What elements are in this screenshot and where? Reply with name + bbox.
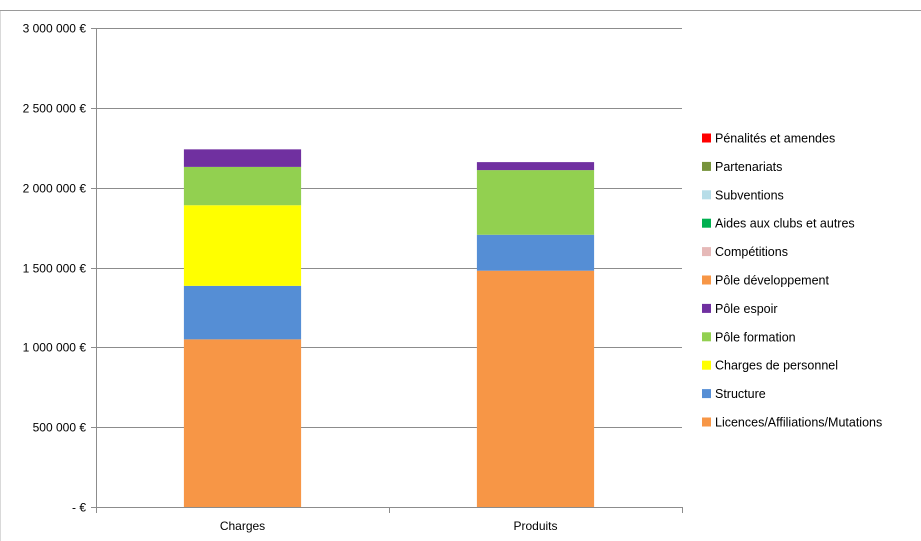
bars bbox=[183, 149, 595, 507]
legend-label: Partenariats bbox=[715, 160, 782, 174]
legend-label: Aides aux clubs et autres bbox=[715, 217, 855, 231]
bar-segment bbox=[183, 205, 302, 286]
y-tick-label: 500 000 € bbox=[33, 421, 87, 435]
legend: Pénalités et amendes Partenariats Subventi… bbox=[702, 132, 882, 430]
y-tick-label: 3 000 000 € bbox=[23, 22, 87, 36]
left-border bbox=[0, 11, 1, 541]
y-axis-ticks: - € 500 000 € 1 000 000 € 1 500 000 € 2 000 … bbox=[23, 22, 87, 515]
legend-label: Pénalités et amendes bbox=[715, 132, 835, 146]
legend-swatch bbox=[702, 303, 711, 313]
x-category-label: Charges bbox=[220, 519, 265, 533]
y-tick-label: - € bbox=[72, 501, 86, 515]
legend-label: Charges de personnel bbox=[715, 359, 838, 373]
legend-swatch bbox=[702, 275, 711, 285]
x-axis-ticks: Charges Produits bbox=[220, 519, 558, 533]
legend-label: Structure bbox=[715, 387, 766, 401]
legend-swatch bbox=[702, 218, 711, 228]
bar-segment bbox=[183, 285, 302, 340]
y-tick-label: 1 000 000 € bbox=[23, 341, 87, 355]
legend-swatch bbox=[702, 161, 711, 171]
legend-label: Licences/Affiliations/Mutations bbox=[715, 416, 882, 430]
legend-swatch bbox=[702, 389, 711, 399]
legend-swatch bbox=[702, 133, 711, 143]
bar-segment bbox=[183, 149, 302, 167]
y-tick-label: 2 000 000 € bbox=[23, 182, 87, 196]
bar-segment bbox=[476, 234, 595, 271]
legend-swatch bbox=[702, 360, 711, 370]
x-category-label: Produits bbox=[513, 519, 557, 533]
y-tick-label: 1 500 000 € bbox=[23, 262, 87, 276]
top-border bbox=[0, 10, 921, 11]
legend-swatch bbox=[702, 190, 711, 200]
bar-segment bbox=[476, 170, 595, 235]
legend-label: Pôle espoir bbox=[715, 302, 778, 316]
legend-swatch bbox=[702, 247, 711, 257]
bar-segment bbox=[183, 339, 302, 507]
axes bbox=[91, 28, 683, 513]
bar-segment bbox=[476, 162, 595, 171]
bar-segment bbox=[476, 270, 595, 507]
legend-swatch bbox=[702, 417, 711, 427]
legend-label: Pôle développement bbox=[715, 274, 829, 288]
bar-segment bbox=[183, 166, 302, 206]
legend-swatch bbox=[702, 332, 711, 342]
legend-label: Compétitions bbox=[715, 245, 788, 259]
legend-label: Pôle formation bbox=[715, 330, 796, 344]
legend-label: Subventions bbox=[715, 188, 784, 202]
y-tick-label: 2 500 000 € bbox=[23, 102, 87, 116]
